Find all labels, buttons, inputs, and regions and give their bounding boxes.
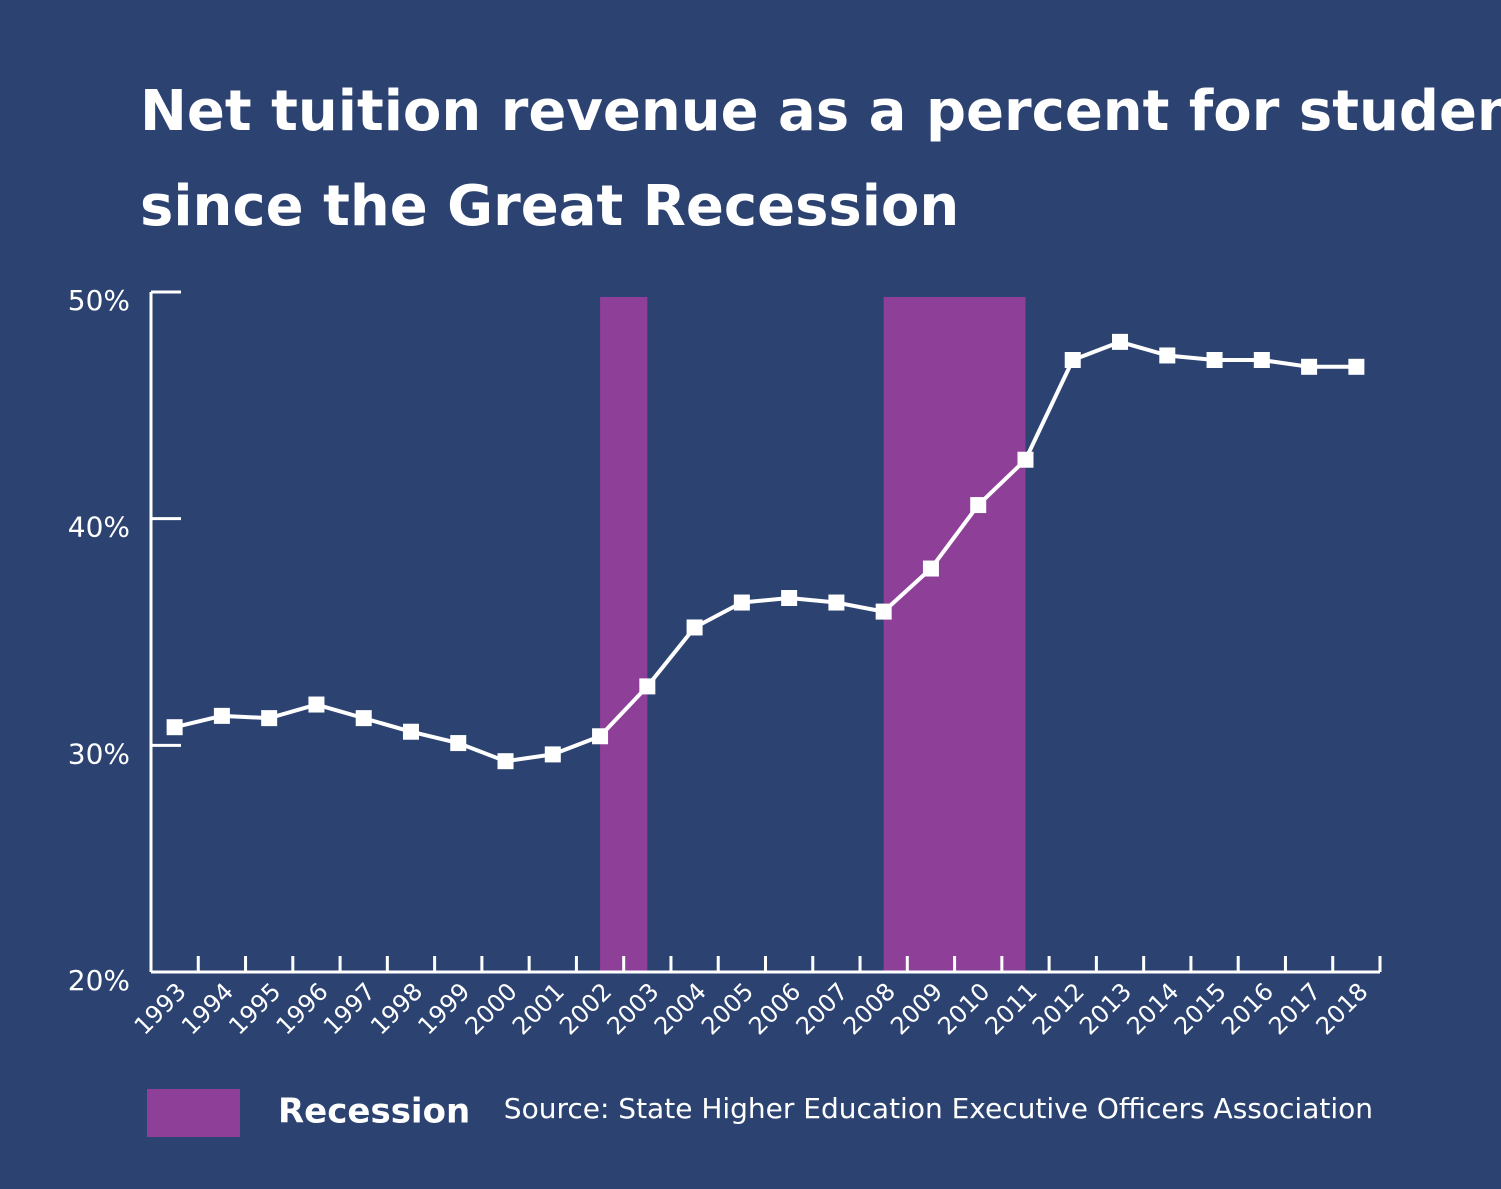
- chart-title: since the Great Recession: [140, 174, 959, 239]
- marker: [1253, 352, 1270, 368]
- marker: [970, 497, 987, 514]
- marker: [1206, 352, 1223, 368]
- marker: [1064, 352, 1081, 368]
- chart-title: Net tuition revenue as a percent for stu…: [140, 79, 1501, 144]
- legend-label: Recession: [278, 1092, 470, 1132]
- legend-swatch: [147, 1089, 240, 1137]
- marker: [1159, 347, 1176, 364]
- marker: [781, 590, 798, 606]
- marker: [592, 728, 609, 745]
- marker: [875, 603, 892, 620]
- marker: [544, 746, 561, 763]
- marker: [497, 753, 514, 770]
- y-tick-label: 50%: [68, 284, 130, 317]
- marker: [922, 560, 939, 577]
- recession-band: [600, 297, 648, 972]
- marker: [686, 619, 703, 636]
- marker: [1017, 451, 1034, 468]
- y-tick-label: 40%: [68, 511, 130, 544]
- marker: [1348, 358, 1365, 375]
- marker: [308, 696, 325, 713]
- marker: [1301, 358, 1318, 375]
- marker: [450, 735, 467, 752]
- source: Source: State Higher Education Executive…: [504, 1092, 1373, 1125]
- marker: [639, 678, 656, 695]
- marker: [828, 594, 845, 611]
- marker: [166, 719, 183, 736]
- marker: [402, 723, 419, 740]
- marker: [355, 710, 372, 727]
- marker: [213, 707, 230, 724]
- marker: [261, 710, 278, 727]
- y-tick-label: 20%: [68, 964, 130, 997]
- marker: [1112, 333, 1129, 350]
- marker: [733, 594, 750, 611]
- recession-band: [883, 297, 1026, 972]
- y-tick-label: 30%: [68, 737, 130, 770]
